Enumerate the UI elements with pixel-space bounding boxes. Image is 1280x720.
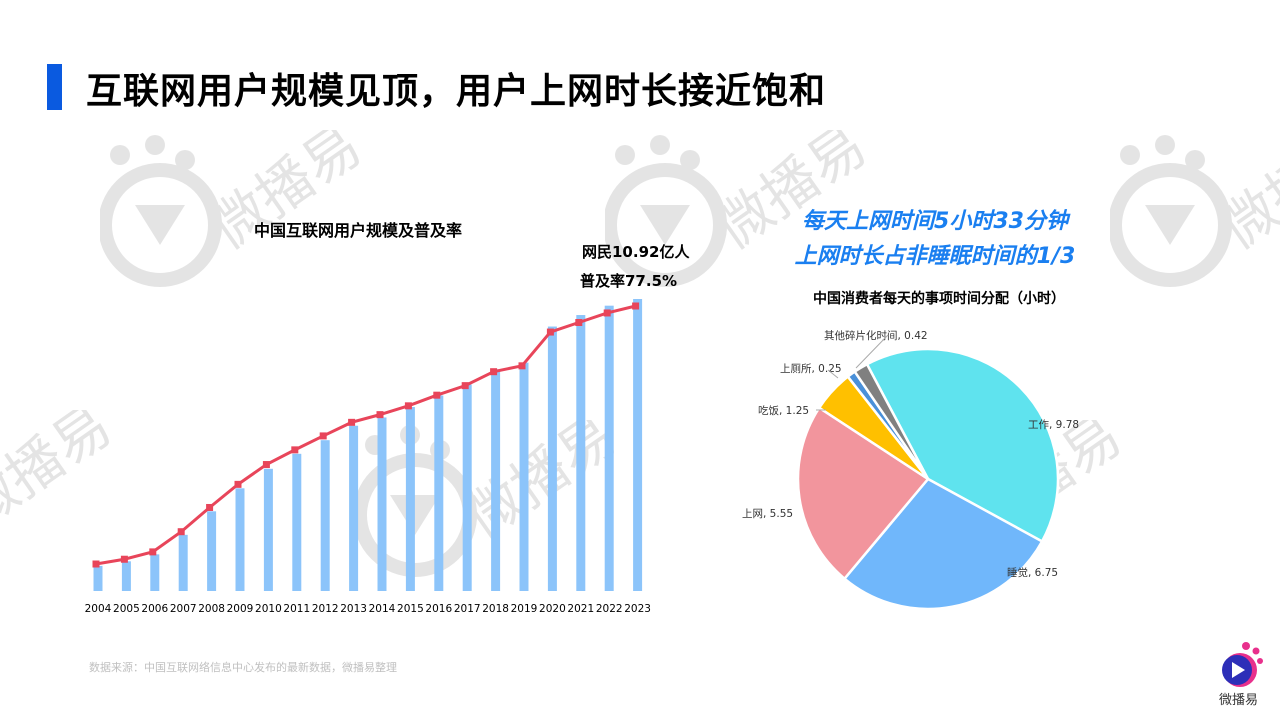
bar-2010 (263, 468, 273, 591)
line-marker (177, 528, 185, 536)
brand-logo-text: 微播易 (1219, 693, 1259, 708)
pie-data-label: 其他碎片化时间, 0.42 (824, 329, 928, 342)
bar-2008 (207, 511, 217, 591)
line-marker (376, 411, 384, 419)
x-axis-label: 2014 (369, 603, 396, 615)
leader-line (855, 334, 889, 369)
x-axis-label: 2011 (283, 603, 310, 615)
bar-2004 (93, 565, 103, 591)
line-marker (404, 402, 412, 410)
x-axis-label: 2004 (85, 603, 112, 615)
pie-data-label: 上厕所, 0.25 (780, 363, 842, 375)
line-marker (234, 480, 242, 488)
time-allocation-pie-chart: 工作, 9.78 睡觉, 6.75 上网, 5.55 吃饭, 1.25 上厕所, 0.2… (742, 329, 1079, 611)
line-marker (490, 368, 498, 376)
x-axis-label: 2012 (312, 603, 339, 615)
x-axis-label: 2008 (198, 603, 225, 615)
page-title: 互联网用户规模见顶，用户上网时长接近饱和 (86, 71, 827, 112)
bar-2019 (519, 362, 529, 591)
x-axis-label: 2018 (482, 603, 509, 615)
line-marker (632, 302, 640, 310)
pie-data-label: 工作, 9.78 (1028, 419, 1079, 431)
line-marker (546, 328, 554, 336)
x-axis-label: 2019 (511, 603, 538, 615)
users-penetration-chart: 2004 2005 2006 2007 2008 2009 2010 2011 2012 2013… (85, 299, 651, 615)
x-axis-label: 2010 (255, 603, 282, 615)
users-annotation: 网民10.92亿人 (582, 243, 690, 261)
line-marker (262, 461, 270, 469)
line-marker (348, 418, 356, 426)
bar-2007 (178, 534, 188, 591)
pie-slice-0 (865, 347, 1060, 544)
bar-2012 (320, 440, 330, 591)
x-axis-label: 2021 (567, 603, 594, 615)
bar-2011 (292, 453, 302, 591)
highlight-line-2: 上网时长占非睡眠时间的1/3 (794, 244, 1076, 269)
bar-2023 (633, 299, 643, 591)
svg-text:微播易: 微播易 (1208, 130, 1280, 262)
x-axis-label: 2017 (454, 603, 481, 615)
bar-2018 (491, 369, 501, 591)
brand-logo-icon (1222, 642, 1263, 687)
pie-slice-5 (853, 362, 930, 480)
x-axis-label: 2009 (227, 603, 254, 615)
bar-2016 (434, 395, 444, 591)
line-marker (518, 362, 526, 370)
line-marker (603, 309, 611, 317)
line-marker (291, 446, 299, 454)
x-axis-label: 2015 (397, 603, 424, 615)
data-source-note: 数据来源：中国互联网络信息中心发布的最新数据，微播易整理 (89, 661, 397, 674)
line-marker (319, 432, 327, 440)
bar-chart-title: 中国互联网用户规模及普及率 (254, 221, 463, 240)
bar-2013 (349, 425, 359, 591)
highlight-line-1: 每天上网时间5小时33分钟 (802, 209, 1068, 234)
pie-slice-1 (842, 477, 1044, 611)
bar-2006 (150, 554, 160, 591)
x-axis-label: 2007 (170, 603, 197, 615)
x-axis-label: 2023 (624, 603, 651, 615)
line-marker (120, 555, 128, 563)
line-marker (575, 319, 583, 327)
bar-2015 (405, 407, 415, 591)
bar-2017 (462, 384, 472, 591)
penetration-line (95, 304, 636, 566)
line-marker (206, 503, 214, 511)
bar-2014 (377, 417, 387, 591)
x-axis-label: 2005 (113, 603, 140, 615)
pie-slice-2 (796, 406, 930, 581)
title-accent-bar (47, 64, 62, 110)
x-axis-label: 2020 (539, 603, 566, 615)
x-axis-label: 2016 (425, 603, 452, 615)
bar-2009 (235, 488, 245, 591)
bar-2022 (604, 305, 614, 591)
line-marker (92, 560, 100, 568)
bar-2020 (547, 326, 557, 591)
pie-data-label: 上网, 5.55 (742, 508, 793, 520)
line-marker (461, 382, 469, 390)
x-axis-label: 2006 (141, 603, 168, 615)
bar-2021 (576, 315, 586, 591)
pie-chart-title: 中国消费者每天的事项时间分配（小时） (813, 291, 1065, 307)
leader-line (827, 369, 839, 379)
line-marker (149, 548, 157, 556)
pie-data-label: 睡觉, 6.75 (1007, 566, 1058, 579)
watermark-logo: 微播易 (1110, 130, 1280, 287)
x-axis-label: 2013 (340, 603, 367, 615)
bar-2005 (121, 561, 131, 591)
pie-data-label: 吃饭, 1.25 (758, 404, 809, 417)
line-marker (433, 391, 441, 399)
penetration-annotation: 普及率77.5% (580, 272, 678, 290)
x-axis-label: 2022 (596, 603, 623, 615)
